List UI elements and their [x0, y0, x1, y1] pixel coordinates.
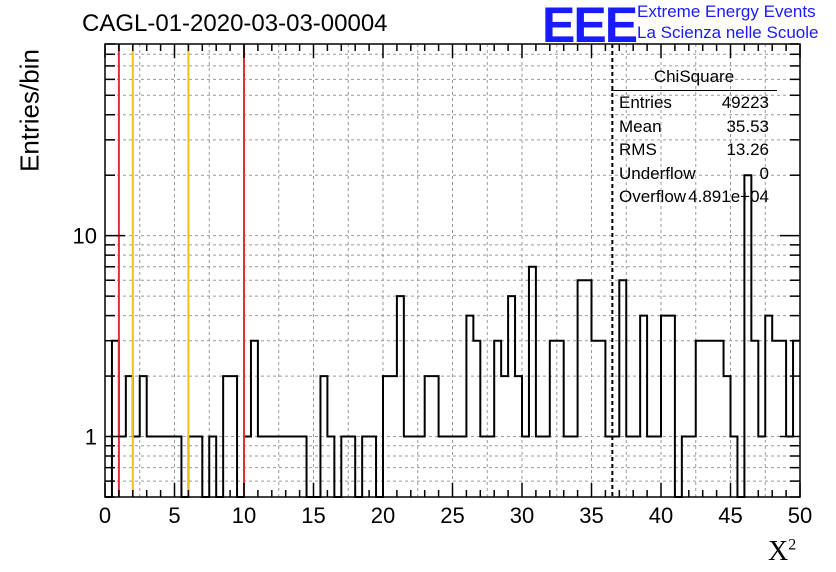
stats-key: Overflow — [619, 187, 687, 206]
x-tick-label: 0 — [99, 503, 111, 528]
x-tick-label: 50 — [788, 503, 812, 528]
stats-row: Underflow 0 — [611, 162, 777, 186]
stats-key: RMS — [619, 140, 657, 159]
stats-row: Overflow 4.891e+04 — [611, 185, 777, 209]
x-tick-label: 10 — [232, 503, 256, 528]
stats-key: Entries — [619, 93, 672, 112]
stats-value: 13.26 — [726, 140, 769, 159]
eee-logo: EEE — [542, 0, 638, 53]
x-tick-label: 15 — [301, 503, 325, 528]
x-axis-label-text: X — [768, 536, 789, 567]
x-tick-label: 30 — [510, 503, 534, 528]
stats-title: ChiSquare — [611, 64, 777, 91]
stats-row: Entries 49223 — [611, 91, 777, 115]
stats-value: 0 — [759, 163, 769, 183]
logo-line-2: La Scienza nelle Scuole — [637, 23, 819, 42]
chart-title: CAGL-01-2020-03-03-00004 — [82, 10, 388, 37]
stats-key: Underflow — [619, 163, 696, 183]
stats-box: ChiSquare Entries 49223 Mean 35.53 RMS 13.2… — [611, 64, 777, 209]
x-tick-label: 20 — [371, 503, 395, 528]
x-tick-label: 25 — [440, 503, 464, 528]
stats-row: Mean 35.53 — [611, 115, 777, 139]
stats-value: 35.53 — [726, 116, 769, 136]
x-tick-label: 40 — [649, 503, 673, 528]
stats-value: 49223 — [721, 93, 769, 112]
stats-value: 4.891e+04 — [688, 187, 769, 206]
logo-line-1: Extreme Energy Events — [637, 2, 816, 21]
x-tick-label: 45 — [718, 503, 742, 528]
stats-key: Mean — [619, 116, 662, 136]
x-axis-label: X2 — [768, 536, 796, 568]
y-axis-label: Entries/bin — [14, 49, 45, 172]
x-tick-label: 35 — [579, 503, 603, 528]
stats-row: RMS 13.26 — [611, 138, 777, 162]
x-tick-label: 5 — [168, 503, 180, 528]
x-axis-label-sup: 2 — [788, 536, 797, 554]
y-tick-label: 10 — [73, 224, 97, 249]
y-tick-label: 1 — [85, 425, 97, 450]
